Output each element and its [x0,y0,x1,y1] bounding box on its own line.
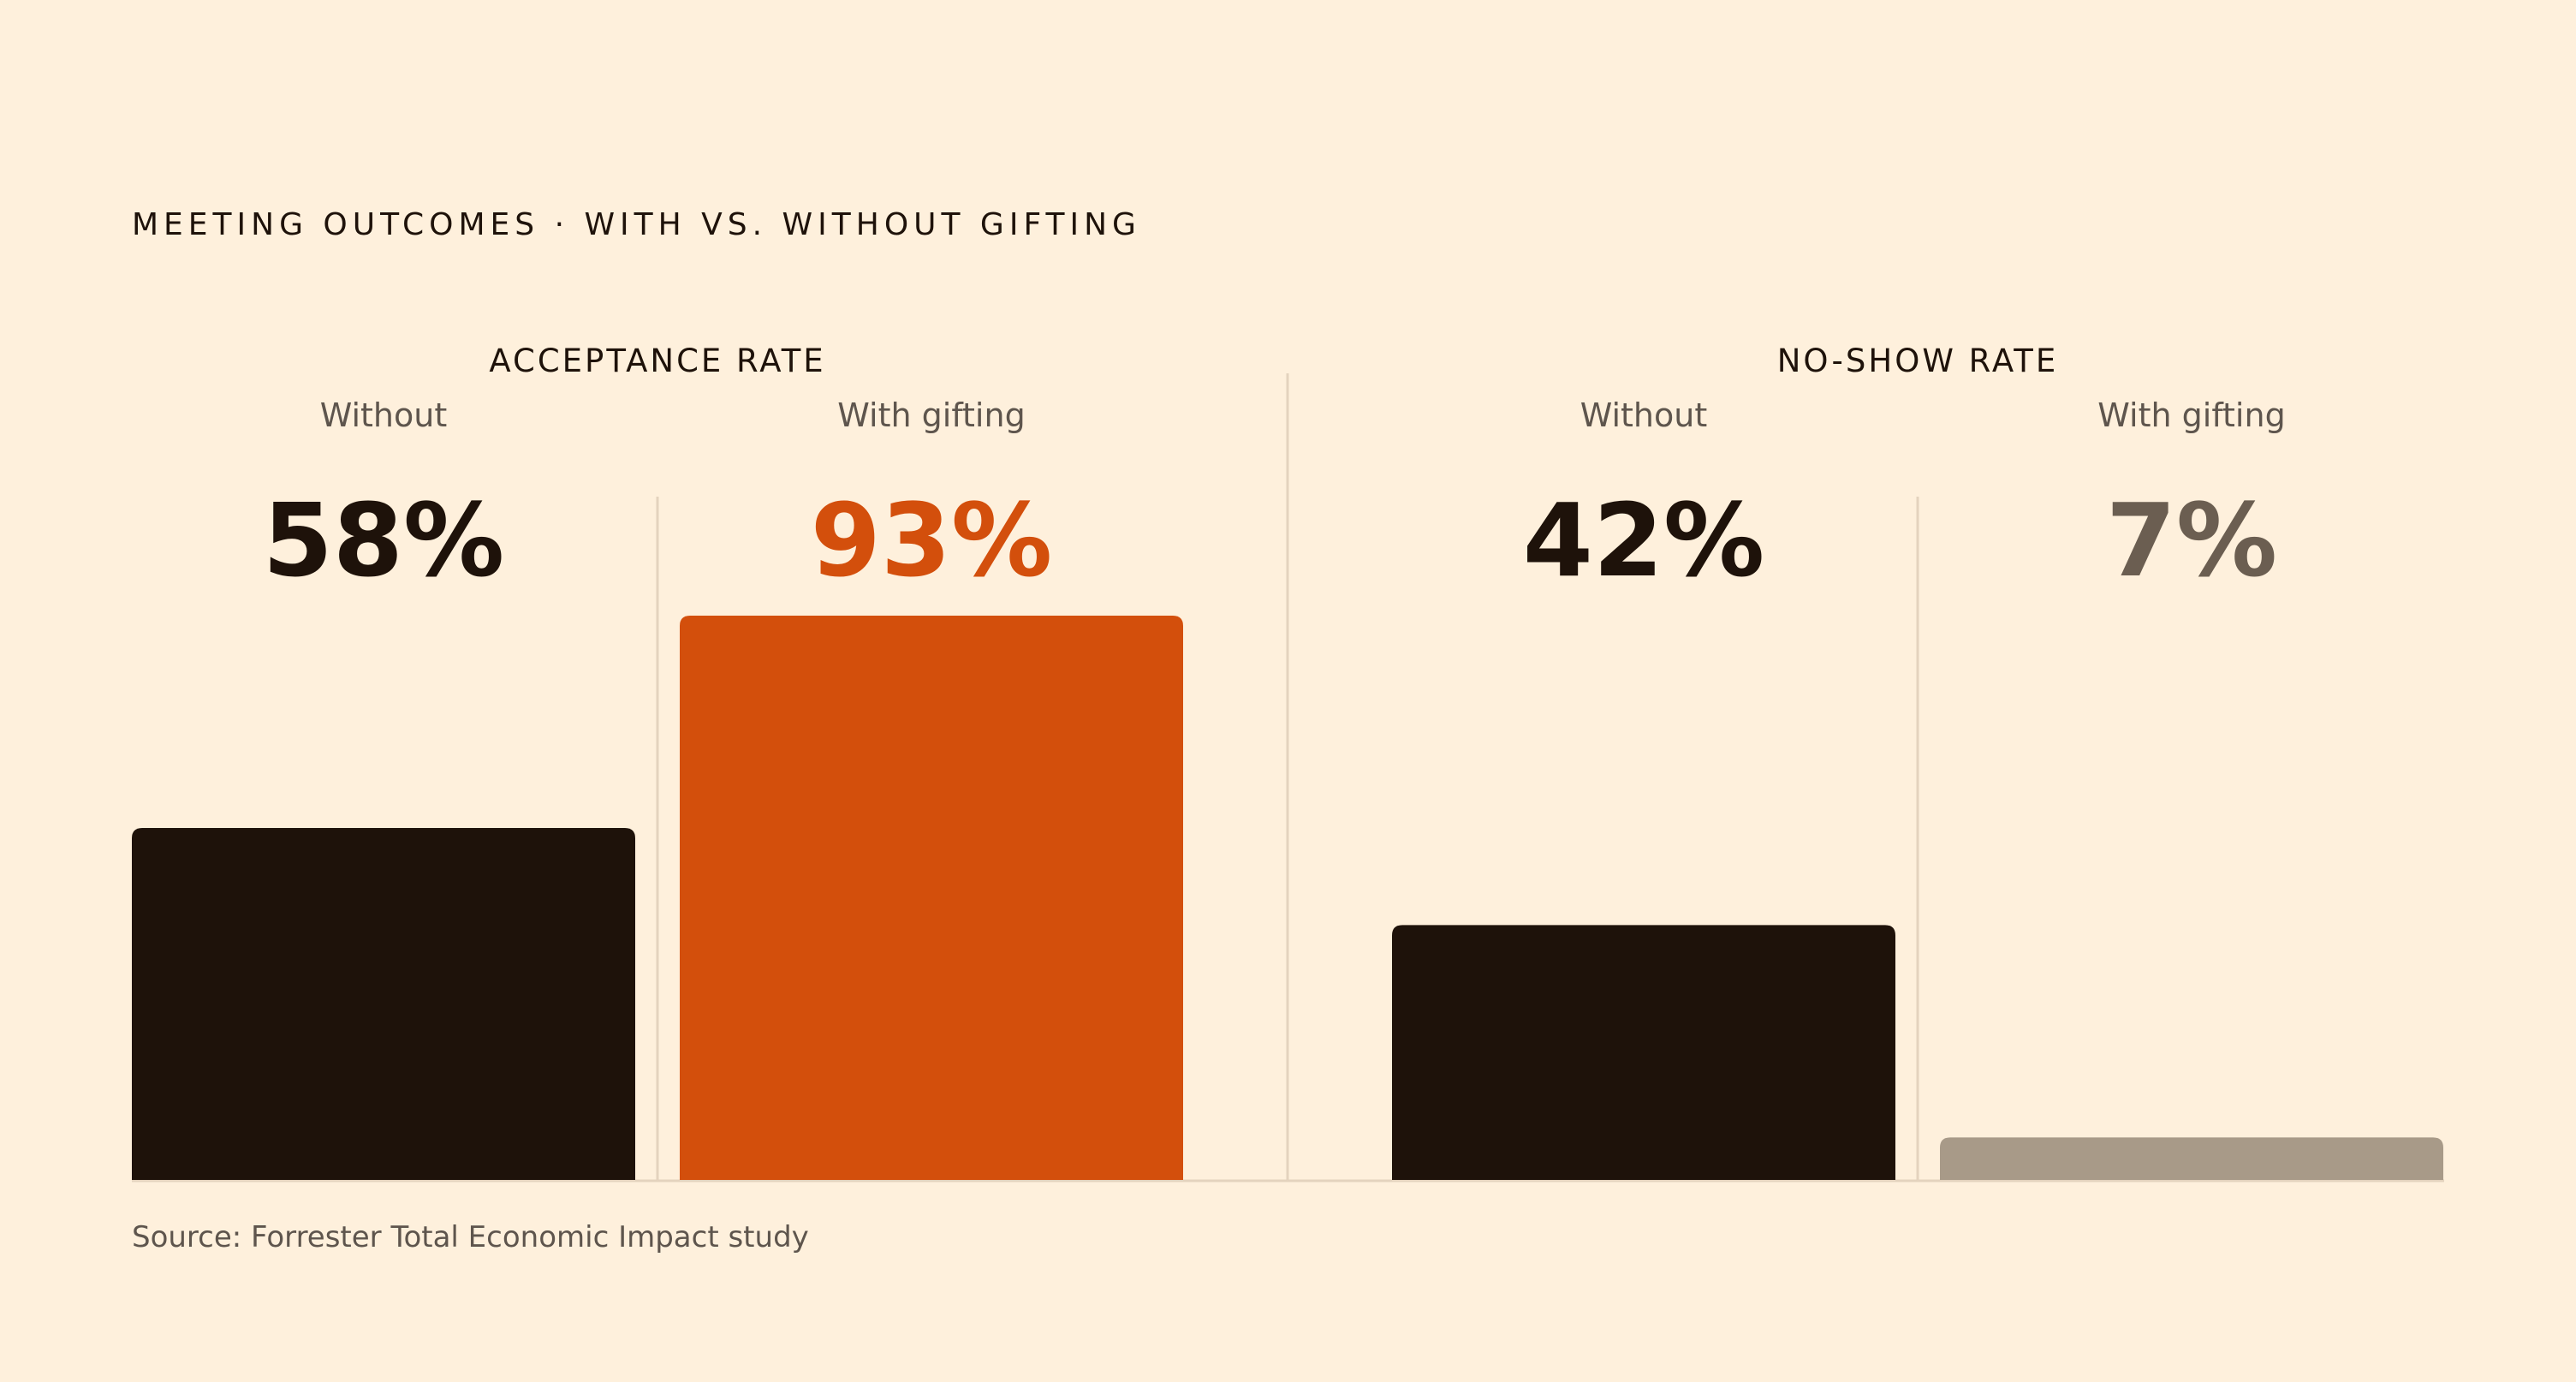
category-label: Without [320,396,448,434]
bar [680,616,1183,1180]
category-label: With gifting [2097,396,2285,434]
category-label: With gifting [837,396,1025,434]
bar [1392,925,1895,1180]
panel-title: NO-SHOW RATE [1777,343,2059,379]
value-label: 7% [2106,481,2277,599]
value-label: 58% [263,481,504,599]
panel-title: ACCEPTANCE RATE [489,343,825,379]
chart-panels: ACCEPTANCE RATE Without 58% With gifting 93%… [132,343,2444,1182]
bar [132,828,635,1180]
value-label: 42% [1523,481,1764,599]
chart-title: MEETING OUTCOMES · WITH VS. WITHOUT GIFT… [132,207,1141,242]
category-label: Without [1580,396,1708,434]
value-label: 93% [811,481,1052,599]
bar [1940,1137,2443,1180]
source-note: Source: Forrester Total Economic Impact … [132,1220,809,1254]
